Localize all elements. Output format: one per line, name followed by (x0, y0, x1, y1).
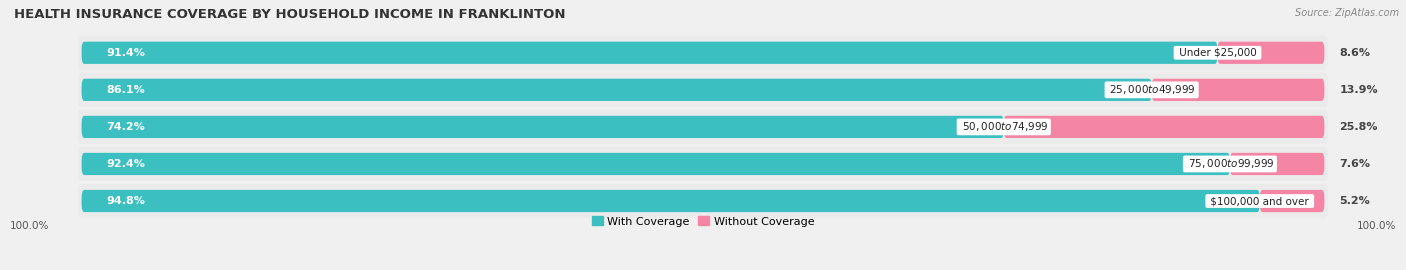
FancyBboxPatch shape (77, 184, 1329, 218)
FancyBboxPatch shape (1152, 79, 1324, 101)
FancyBboxPatch shape (82, 190, 1260, 212)
FancyBboxPatch shape (82, 153, 1230, 175)
Text: 8.6%: 8.6% (1340, 48, 1371, 58)
FancyBboxPatch shape (77, 73, 1329, 107)
Text: $25,000 to $49,999: $25,000 to $49,999 (1107, 83, 1197, 96)
Text: 74.2%: 74.2% (107, 122, 145, 132)
Text: $100,000 and over: $100,000 and over (1208, 196, 1312, 206)
FancyBboxPatch shape (77, 36, 1329, 70)
Text: HEALTH INSURANCE COVERAGE BY HOUSEHOLD INCOME IN FRANKLINTON: HEALTH INSURANCE COVERAGE BY HOUSEHOLD I… (14, 8, 565, 21)
FancyBboxPatch shape (82, 79, 1152, 101)
FancyBboxPatch shape (1218, 42, 1324, 64)
Text: 5.2%: 5.2% (1340, 196, 1369, 206)
FancyBboxPatch shape (1260, 190, 1324, 212)
FancyBboxPatch shape (82, 116, 1004, 138)
FancyBboxPatch shape (77, 110, 1329, 144)
Text: $75,000 to $99,999: $75,000 to $99,999 (1185, 157, 1275, 170)
FancyBboxPatch shape (1230, 153, 1324, 175)
Text: 100.0%: 100.0% (10, 221, 49, 231)
FancyBboxPatch shape (1004, 116, 1324, 138)
Text: Under $25,000: Under $25,000 (1175, 48, 1260, 58)
Text: Source: ZipAtlas.com: Source: ZipAtlas.com (1295, 8, 1399, 18)
Text: 100.0%: 100.0% (1357, 221, 1396, 231)
Text: 92.4%: 92.4% (107, 159, 145, 169)
Text: 7.6%: 7.6% (1340, 159, 1371, 169)
Text: 25.8%: 25.8% (1340, 122, 1378, 132)
Text: $50,000 to $74,999: $50,000 to $74,999 (959, 120, 1049, 133)
Legend: With Coverage, Without Coverage: With Coverage, Without Coverage (588, 212, 818, 231)
Text: 91.4%: 91.4% (107, 48, 145, 58)
Text: 86.1%: 86.1% (107, 85, 145, 95)
FancyBboxPatch shape (82, 42, 1218, 64)
FancyBboxPatch shape (77, 147, 1329, 181)
Text: 13.9%: 13.9% (1340, 85, 1378, 95)
Text: 94.8%: 94.8% (107, 196, 145, 206)
